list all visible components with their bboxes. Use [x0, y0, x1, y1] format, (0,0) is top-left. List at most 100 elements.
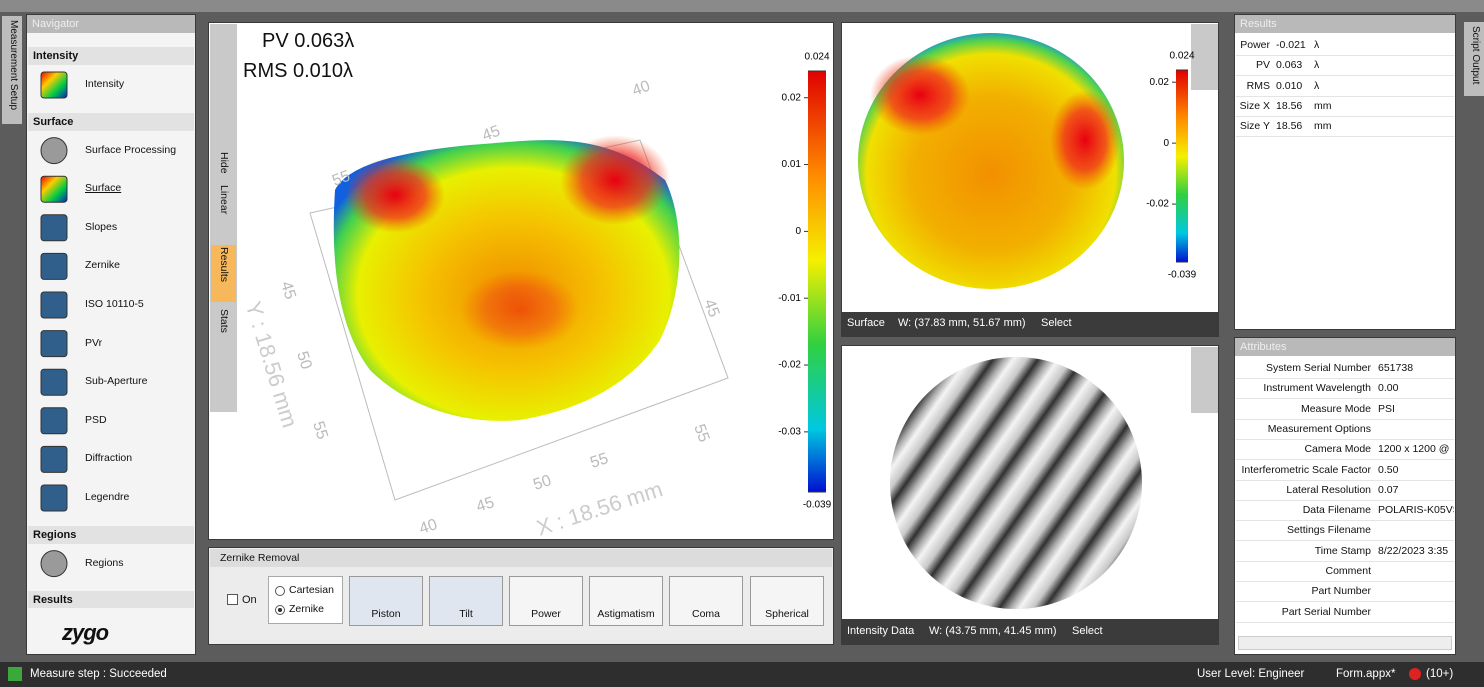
nav-item[interactable]: Legendre	[85, 491, 130, 503]
checkbox[interactable]	[227, 594, 238, 605]
result-value: 18.56	[1276, 99, 1303, 112]
side-tab[interactable]: Hide	[211, 150, 236, 180]
attribute-name: Data Filename	[1302, 504, 1371, 517]
button-label[interactable]: Spherical	[765, 608, 809, 620]
row-line	[1236, 438, 1454, 440]
zernike-button[interactable]	[349, 576, 423, 626]
button-label[interactable]: Tilt	[459, 608, 473, 620]
nav-item[interactable]: PVr	[85, 336, 103, 349]
attribute-value: PSI	[1378, 402, 1395, 415]
attribute-name: Camera Mode	[1304, 443, 1371, 456]
nav-item[interactable]: Regions	[85, 556, 124, 569]
rms-label: RMS 0.010λ	[243, 60, 354, 82]
colorbar-tick-label: -0.03	[778, 426, 801, 437]
colorbar-tick-label: -0.01	[778, 293, 801, 304]
nav-item[interactable]: Sub-Aperture	[85, 375, 148, 388]
nav-item[interactable]: Surface Processing	[85, 143, 177, 156]
status-file[interactable]: Form.appx*	[1336, 668, 1396, 680]
zernike-button[interactable]	[429, 576, 503, 626]
item-icon	[40, 330, 68, 358]
hot-spot	[1050, 90, 1120, 190]
fringe-image	[890, 357, 1142, 609]
hot-spot	[560, 135, 670, 225]
view-status: Surface	[847, 317, 885, 329]
result-unit: λ	[1314, 39, 1320, 51]
side-tab[interactable]: Stats	[211, 307, 236, 337]
radio-label[interactable]: Zernike	[289, 603, 325, 615]
colorbar-max-label: 0.024	[1169, 51, 1194, 62]
y-axis-label: Y : 18.56 mm	[241, 298, 303, 430]
attribute-name: Interferometric Scale Factor	[1241, 463, 1371, 476]
view-status: Intensity Data	[847, 625, 915, 637]
result-unit: mm	[1314, 99, 1332, 112]
row-line	[1236, 520, 1454, 522]
radio-label[interactable]: Cartesian	[289, 584, 334, 596]
side-tab[interactable]: Linear	[211, 183, 236, 214]
axis-tick-label: 50	[531, 472, 553, 494]
row-line	[1236, 418, 1454, 420]
section-body	[28, 515, 194, 519]
hot-spot	[870, 55, 970, 135]
row-line	[1236, 479, 1454, 481]
result-name: Size Y	[1239, 120, 1270, 133]
alert-icon[interactable]	[1409, 668, 1421, 680]
attribute-name: Instrument Wavelength	[1263, 382, 1371, 395]
nav-item[interactable]: Zernike	[85, 259, 121, 272]
section-header[interactable]: Regions	[28, 525, 194, 544]
section-header[interactable]: Surface	[28, 112, 194, 131]
hot-spot	[345, 157, 445, 233]
zernike-button[interactable]	[589, 576, 663, 626]
button-label[interactable]: Astigmatism	[597, 608, 655, 620]
view-status[interactable]: Select	[1041, 317, 1072, 329]
item-icon	[40, 71, 68, 99]
nav-item[interactable]: Slopes	[85, 220, 118, 233]
axis-tick-label: 55	[330, 168, 353, 190]
zernike-button[interactable]	[509, 576, 583, 626]
result-name: PV	[1255, 59, 1270, 72]
view-status[interactable]: Select	[1072, 625, 1103, 637]
checkbox-label[interactable]: On	[242, 594, 257, 606]
button-label[interactable]: Piston	[371, 608, 401, 620]
item-icon	[40, 445, 68, 473]
nav-item[interactable]: ISO 10110-5	[85, 298, 144, 310]
row-line	[1236, 459, 1454, 461]
nav-item[interactable]: Diffraction	[85, 452, 133, 465]
nav-item[interactable]: PSD	[85, 413, 107, 426]
item-icon	[40, 550, 68, 578]
attribute-value: 1200 x 1200 @	[1378, 443, 1450, 456]
axis-tick-label: 45	[480, 123, 503, 145]
side-tab[interactable]: Results	[211, 245, 236, 302]
colorbar-min-label: -0.039	[803, 500, 832, 511]
result-name: Power	[1240, 39, 1270, 51]
section-header[interactable]: Results	[28, 591, 194, 610]
result-unit: mm	[1314, 120, 1332, 133]
section-body	[28, 581, 194, 585]
attribute-value: 651738	[1378, 362, 1414, 374]
colorbar	[808, 71, 826, 492]
nav-item[interactable]: Surface	[85, 182, 122, 195]
results-panel	[1234, 14, 1456, 330]
view-status: W: (37.83 mm, 51.67 mm)	[898, 317, 1026, 329]
status-alerts[interactable]: (10+)	[1426, 668, 1454, 680]
x-axis-label: X : 18.56 mm	[533, 476, 665, 540]
radio[interactable]	[275, 586, 285, 596]
left-tab[interactable]: Measurement Setup	[2, 16, 22, 124]
axis-tick-label: 55	[309, 419, 331, 441]
zernike-button[interactable]	[669, 576, 743, 626]
row-line	[1236, 540, 1454, 542]
right-tab[interactable]: Script Output	[1464, 22, 1484, 96]
button-label[interactable]: Power	[531, 608, 561, 620]
row-line	[1236, 499, 1454, 501]
item-icon	[40, 252, 68, 280]
zernike-button[interactable]	[750, 576, 824, 626]
attribute-name: Measurement Options	[1267, 422, 1371, 435]
scrollbar[interactable]	[1238, 636, 1452, 650]
nav-item[interactable]: Intensity	[85, 78, 125, 90]
axis-tick-label: 45	[474, 494, 496, 516]
radio[interactable]	[275, 605, 285, 615]
axis-tick-label: 45	[700, 297, 722, 320]
section-header[interactable]: Intensity	[28, 47, 194, 65]
button-label[interactable]: Coma	[691, 608, 720, 620]
